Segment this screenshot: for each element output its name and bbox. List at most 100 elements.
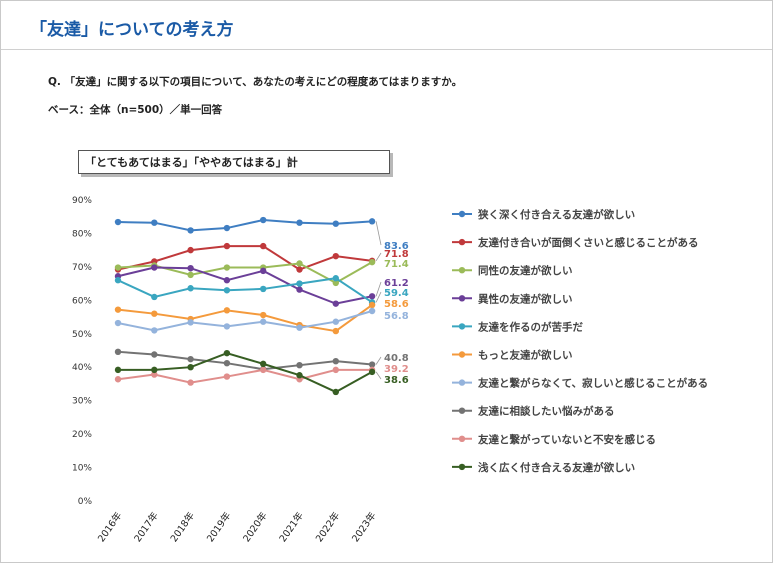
legend-marker bbox=[458, 323, 466, 330]
legend-marker bbox=[458, 407, 466, 414]
legend-marker bbox=[458, 463, 466, 471]
data-label: 39.2 bbox=[384, 364, 409, 375]
label-leader-line bbox=[375, 356, 382, 365]
data-point bbox=[151, 327, 158, 334]
series-line bbox=[117, 266, 373, 305]
legend-label: 異性の友達が欲しい bbox=[478, 292, 573, 305]
legend-marker bbox=[458, 379, 466, 386]
data-point bbox=[187, 285, 194, 292]
x-tick-label: 2019年 bbox=[204, 509, 233, 544]
data-point bbox=[114, 306, 122, 313]
y-tick-label: 20% bbox=[72, 430, 92, 440]
y-tick-label: 50% bbox=[72, 330, 92, 340]
chart-series bbox=[114, 216, 376, 396]
legend-marker bbox=[458, 351, 466, 358]
base-text: ベース：全体（n=500）／単一回答 bbox=[48, 104, 223, 116]
y-tick-label: 30% bbox=[72, 397, 92, 407]
chart-legend: 狭く深く付き合える友達が欲しい友達付き合いが面倒くさいと感じることがある同性の友… bbox=[452, 208, 708, 474]
data-point bbox=[151, 371, 158, 378]
data-point bbox=[332, 220, 339, 227]
series-line bbox=[117, 245, 373, 271]
legend-label: 同性の友達が欲しい bbox=[478, 264, 573, 277]
legend-label: 浅く広く付き合える友達が欲しい bbox=[478, 461, 635, 474]
legend-marker bbox=[458, 210, 466, 218]
data-point bbox=[223, 224, 231, 232]
series-line bbox=[117, 368, 373, 384]
series-line bbox=[117, 304, 373, 333]
legend-marker bbox=[458, 267, 466, 274]
x-tick-label: 2017年 bbox=[132, 509, 161, 544]
data-label: 83.6 bbox=[384, 241, 409, 252]
data-point bbox=[368, 258, 376, 266]
series-line bbox=[117, 310, 373, 332]
data-point bbox=[296, 324, 303, 331]
data-point bbox=[332, 318, 339, 325]
data-point bbox=[223, 323, 231, 330]
y-tick-label: 60% bbox=[72, 296, 92, 306]
data-point bbox=[151, 219, 158, 226]
data-point bbox=[151, 310, 158, 317]
data-point bbox=[296, 266, 303, 273]
legend-marker bbox=[458, 238, 466, 246]
y-tick-label: 0% bbox=[78, 497, 93, 507]
data-point bbox=[296, 260, 303, 267]
y-tick-label: 70% bbox=[72, 263, 92, 273]
data-point bbox=[332, 388, 339, 396]
data-point bbox=[114, 348, 122, 356]
data-point bbox=[296, 372, 303, 379]
y-tick-label: 10% bbox=[72, 464, 92, 474]
data-point bbox=[187, 364, 194, 371]
data-point bbox=[223, 307, 231, 314]
data-point bbox=[260, 366, 267, 374]
data-label: 71.8 bbox=[384, 249, 409, 260]
x-tick-label: 2022年 bbox=[313, 509, 342, 544]
data-point bbox=[332, 366, 339, 374]
data-point bbox=[260, 267, 267, 275]
data-point bbox=[223, 359, 231, 367]
data-point bbox=[368, 307, 376, 315]
legend-marker bbox=[458, 435, 466, 442]
data-point bbox=[332, 327, 339, 335]
data-point bbox=[114, 376, 122, 383]
legend-label: 友達を作るのが苦手だ bbox=[477, 320, 583, 333]
data-point bbox=[260, 242, 267, 250]
chart-title: 「とてもあてはまる」「ややあてはまる」計 bbox=[85, 156, 298, 169]
label-leader-line bbox=[375, 252, 382, 262]
series-line bbox=[117, 277, 373, 304]
data-point bbox=[114, 277, 122, 284]
data-point bbox=[368, 361, 376, 368]
data-point bbox=[296, 219, 303, 226]
data-point bbox=[368, 293, 376, 300]
data-label: 40.8 bbox=[384, 353, 409, 364]
label-leader-line bbox=[375, 221, 382, 246]
legend-label: もっと友達が欲しい bbox=[478, 349, 573, 362]
y-tick-label: 40% bbox=[72, 363, 92, 373]
data-label: 71.4 bbox=[384, 259, 409, 270]
data-point bbox=[368, 301, 376, 309]
data-point bbox=[151, 293, 158, 301]
page-title: 「友達」についての考え方 bbox=[30, 20, 234, 40]
x-tick-label: 2018年 bbox=[168, 509, 197, 544]
legend-marker bbox=[458, 295, 466, 302]
header-bar: 「友達」についての考え方 bbox=[1, 1, 772, 50]
data-point bbox=[151, 264, 158, 271]
data-point bbox=[368, 368, 376, 376]
legend-label: 友達付き合いが面倒くさいと感じることがある bbox=[477, 236, 699, 249]
data-label: 56.8 bbox=[384, 311, 409, 322]
data-point bbox=[187, 227, 194, 234]
data-point bbox=[151, 351, 158, 358]
legend-label: 狭く深く付き合える友達が欲しい bbox=[477, 208, 635, 221]
x-tick-label: 2023年 bbox=[349, 509, 378, 544]
data-label: 38.6 bbox=[384, 375, 409, 386]
data-label: 61.2 bbox=[384, 278, 409, 289]
y-tick-label: 80% bbox=[72, 229, 92, 239]
label-leader-line bbox=[375, 281, 382, 297]
question-text: Q. 「友達」に関する以下の項目について、あなたの考えにどの程度あてはまりますか… bbox=[48, 76, 463, 88]
data-point bbox=[187, 271, 194, 279]
data-point bbox=[223, 287, 231, 294]
data-point bbox=[332, 300, 339, 307]
data-point bbox=[223, 277, 231, 284]
data-point bbox=[260, 318, 267, 325]
legend-label: 友達と繋がっていないと不安を感じる bbox=[477, 433, 656, 446]
